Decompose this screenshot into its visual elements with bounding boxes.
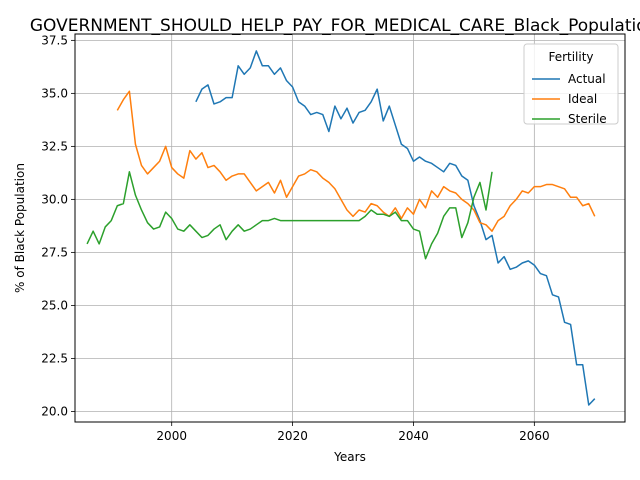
y-tick-label: 20.0 bbox=[41, 404, 68, 418]
y-tick-label: 27.5 bbox=[41, 245, 68, 259]
x-tick-label: 2000 bbox=[156, 429, 187, 443]
y-tick-label: 22.5 bbox=[41, 351, 68, 365]
x-tick-label: 2060 bbox=[519, 429, 550, 443]
legend-label-ideal: Ideal bbox=[568, 92, 597, 106]
legend-title: Fertility bbox=[548, 50, 593, 64]
y-axis-label: % of Black Population bbox=[13, 163, 27, 293]
chart-title: GOVERNMENT_SHOULD_HELP_PAY_FOR_MEDICAL_C… bbox=[30, 16, 640, 36]
y-tick-label: 37.5 bbox=[41, 33, 68, 47]
x-tick-label: 2020 bbox=[277, 429, 308, 443]
y-tick-label: 35.0 bbox=[41, 86, 68, 100]
x-tick-label: 2040 bbox=[398, 429, 429, 443]
legend-label-actual: Actual bbox=[568, 72, 606, 86]
x-axis-label: Years bbox=[333, 450, 366, 464]
y-tick-label: 30.0 bbox=[41, 192, 68, 206]
legend-label-sterile: Sterile bbox=[568, 112, 607, 126]
y-tick-label: 25.0 bbox=[41, 298, 68, 312]
legend: Fertility Actual Ideal Sterile bbox=[524, 44, 618, 126]
y-tick-label: 32.5 bbox=[41, 139, 68, 153]
